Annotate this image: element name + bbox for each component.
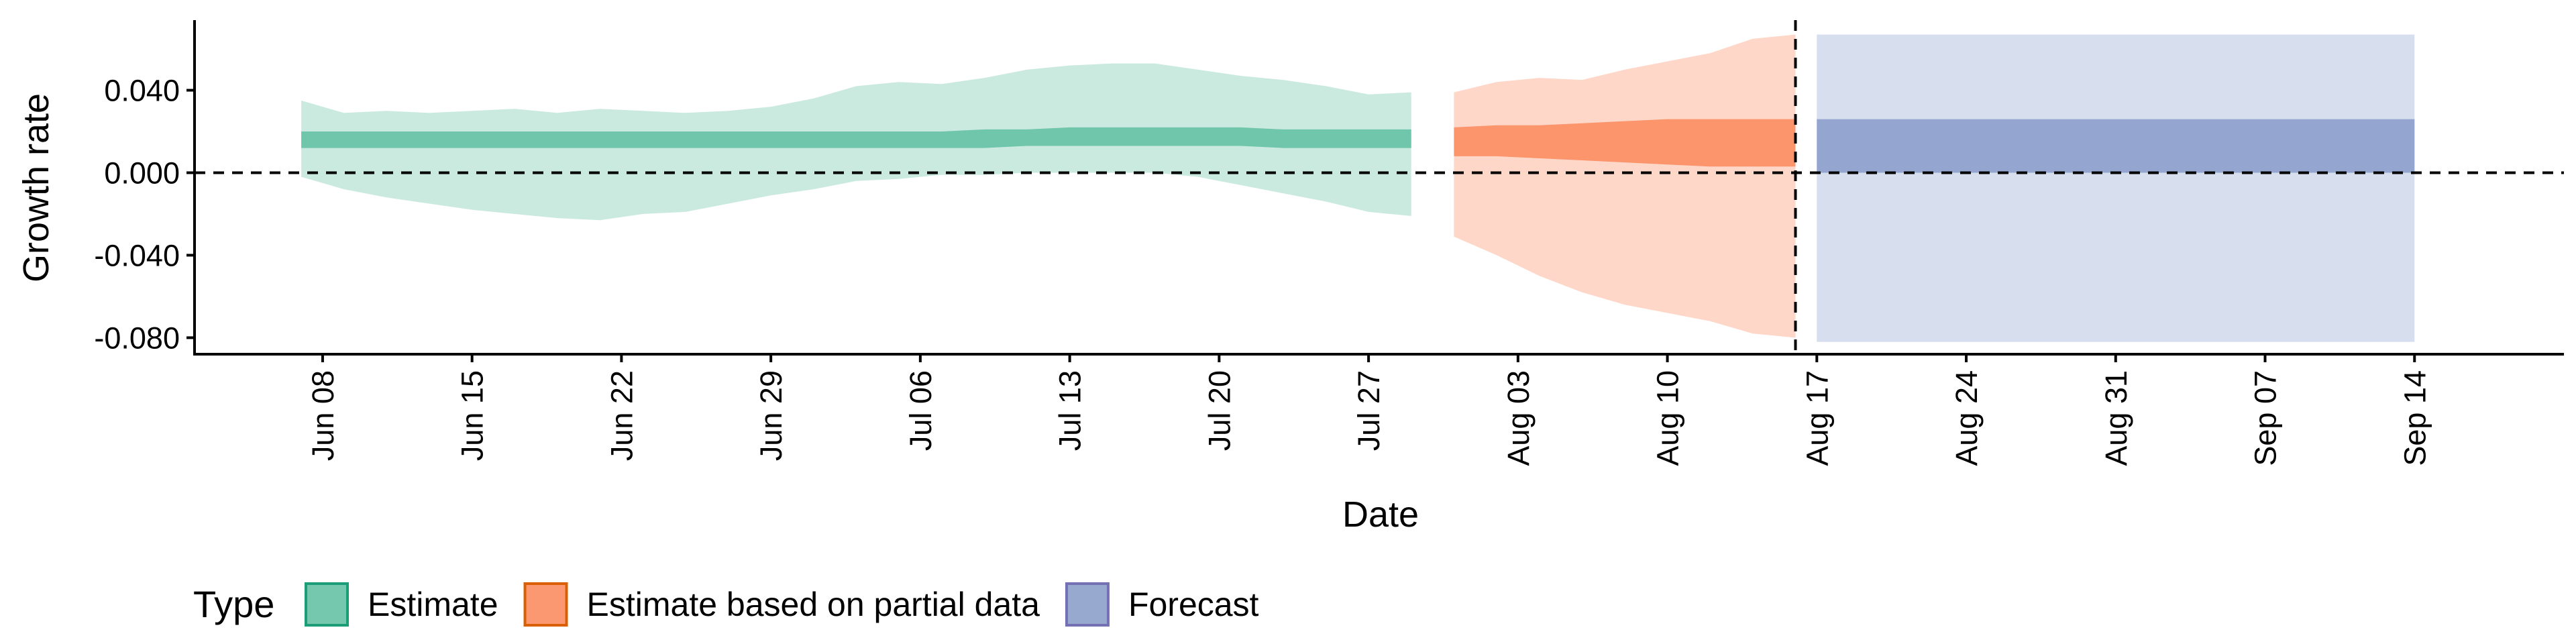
x-tick-label: Jun 22 bbox=[604, 370, 639, 461]
x-axis-ticks: Jun 08 Jun 15 Jun 22 Jun 29 Jul 06 Jul 13 Jul … bbox=[306, 354, 2432, 466]
x-tick-label: Aug 17 bbox=[1800, 370, 1834, 466]
x-tick-label: Jul 13 bbox=[1053, 370, 1087, 451]
x-tick-label: Sep 07 bbox=[2249, 370, 2283, 466]
legend-label-forecast: Forecast bbox=[1128, 586, 1259, 623]
x-tick-label: Jul 06 bbox=[904, 370, 938, 451]
x-tick-label: Jun 29 bbox=[754, 370, 788, 461]
y-tick-label: -0.040 bbox=[94, 238, 180, 272]
x-tick-label: Jul 20 bbox=[1202, 370, 1236, 451]
y-tick-label: 0.000 bbox=[104, 156, 180, 190]
estimate-based-on-partial-data-50-interval bbox=[1454, 119, 1796, 167]
legend-label-estimate: Estimate bbox=[368, 586, 498, 623]
legend-key-forecast bbox=[1065, 582, 1110, 627]
legend-key-estimate bbox=[305, 582, 349, 627]
x-tick-label: Jul 27 bbox=[1352, 370, 1386, 451]
x-axis-title: Date bbox=[1342, 494, 1419, 535]
legend: Type Estimate Estimate based on partial d… bbox=[193, 582, 1259, 627]
x-tick-label: Aug 31 bbox=[2099, 370, 2133, 466]
uncertainty-bands bbox=[301, 34, 2415, 342]
reference-lines bbox=[195, 20, 2564, 354]
forecast-50-interval bbox=[1817, 119, 2415, 173]
x-tick-label: Aug 10 bbox=[1651, 370, 1685, 466]
x-tick-label: Sep 14 bbox=[2398, 370, 2432, 466]
x-tick-label: Aug 03 bbox=[1501, 370, 1536, 466]
axes bbox=[193, 20, 2564, 356]
y-tick-label: 0.040 bbox=[104, 74, 180, 108]
y-axis-ticks: 0.040 0.000 -0.040 -0.080 bbox=[94, 74, 195, 355]
x-tick-label: Jun 15 bbox=[455, 370, 490, 461]
legend-key-estimate-based-on-partial-data bbox=[523, 582, 568, 627]
x-tick-label: Jun 08 bbox=[306, 370, 340, 461]
estimate-50-interval bbox=[301, 127, 1411, 148]
y-tick-label: -0.080 bbox=[94, 321, 180, 355]
x-tick-label: Aug 24 bbox=[1949, 370, 1984, 466]
legend-label-estimate-based-on-partial-data: Estimate based on partial data bbox=[587, 586, 1040, 623]
y-axis-title: Growth rate bbox=[16, 93, 56, 282]
forecast-90-interval bbox=[1817, 34, 2415, 342]
estimate-based-on-partial-data-90-interval bbox=[1454, 34, 1796, 338]
legend-title: Type bbox=[193, 583, 274, 625]
